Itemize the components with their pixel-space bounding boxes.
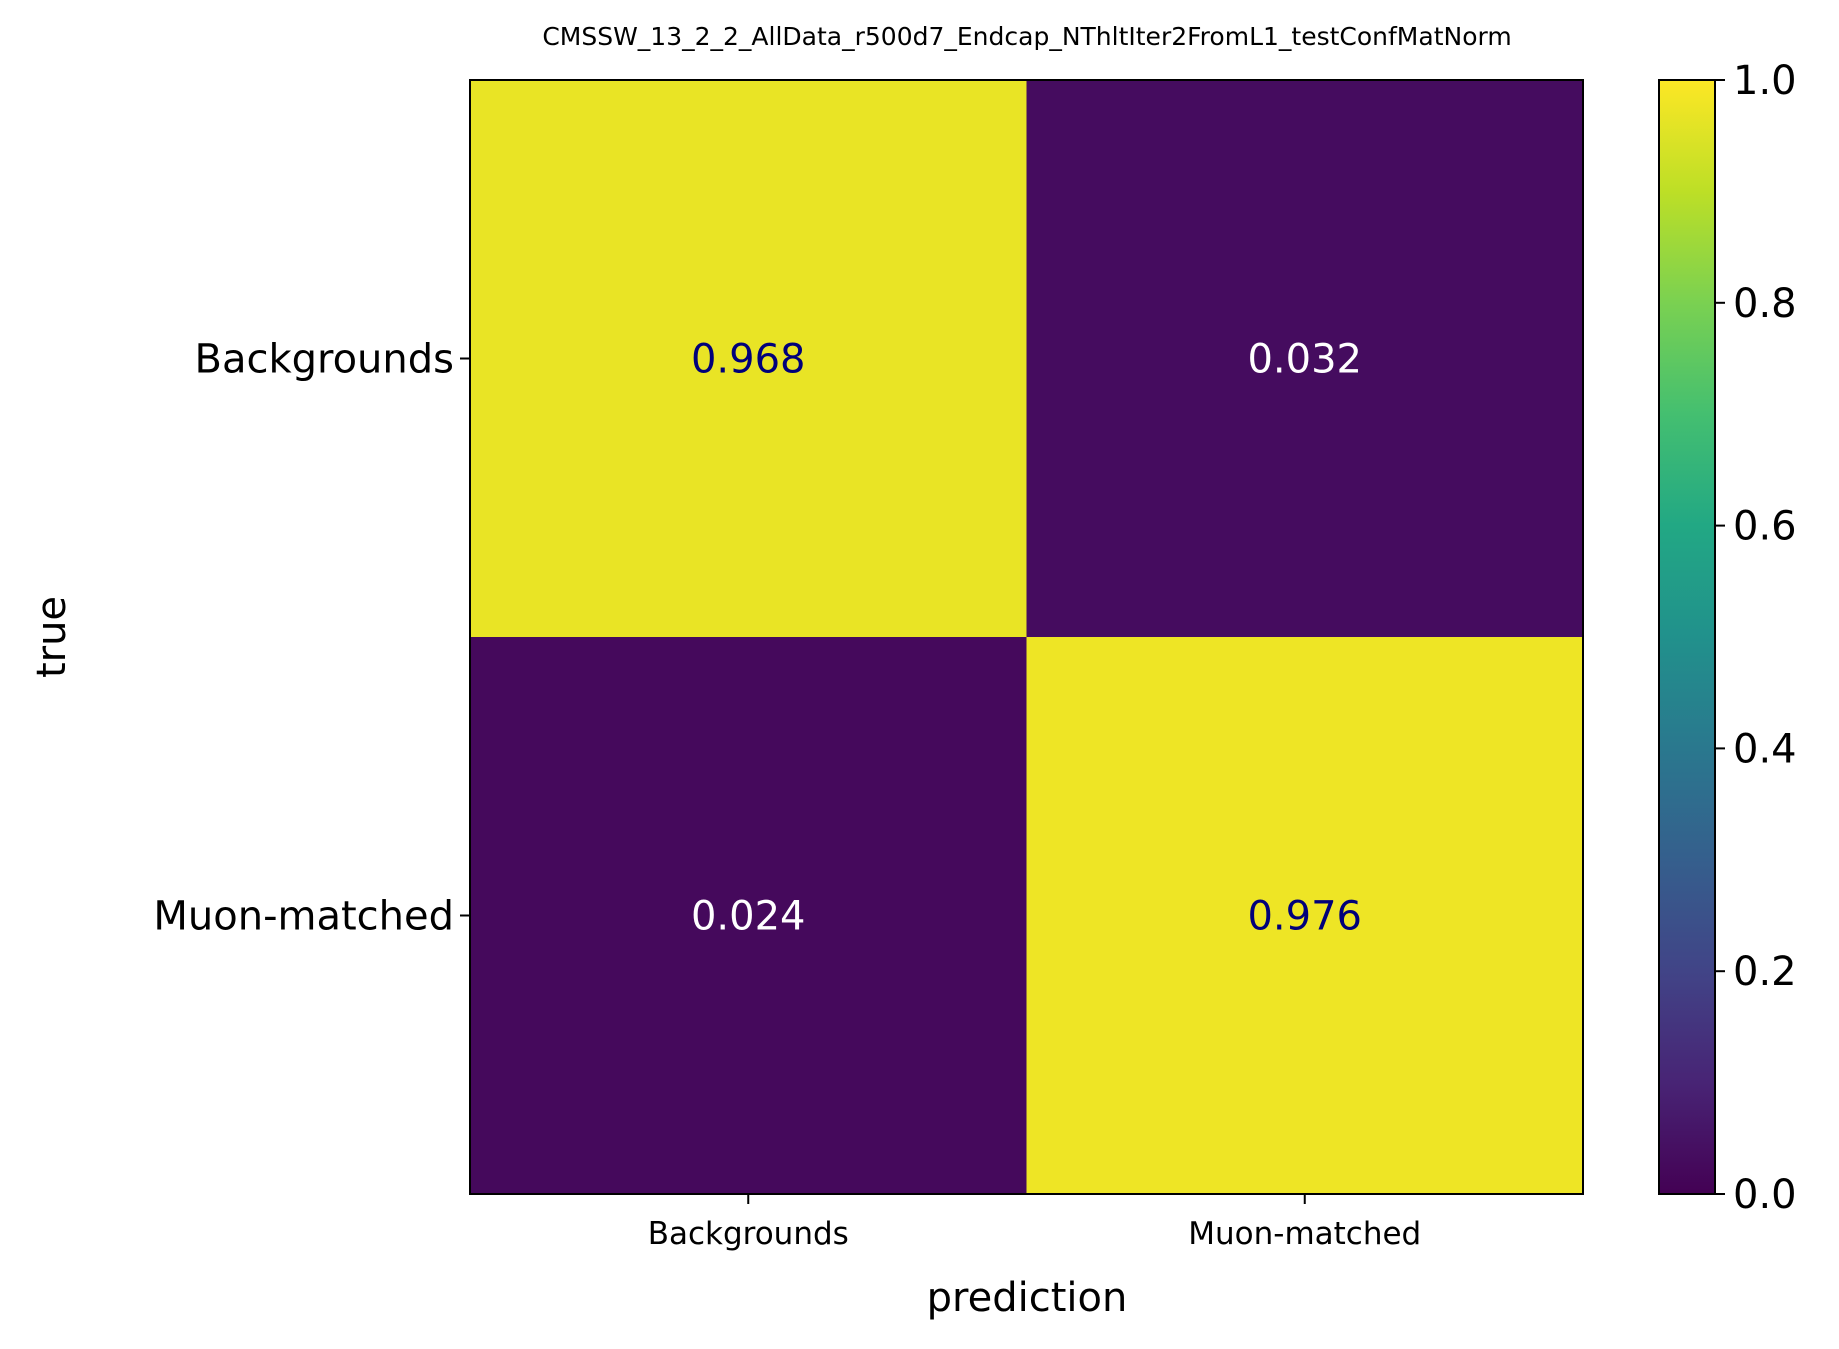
colorbar-tick-label: 1.0 xyxy=(1733,58,1797,104)
colorbar-tick-label: 0.0 xyxy=(1733,1172,1797,1218)
x-axis-label: prediction xyxy=(927,1275,1128,1321)
colorbar-tick-label: 0.6 xyxy=(1733,504,1797,550)
colorbar xyxy=(1658,79,1716,1195)
x-tick-label: Muon-matched xyxy=(1188,1216,1421,1252)
y-tick-label: Muon-matched xyxy=(153,894,454,940)
y-axis-label: true xyxy=(29,596,75,678)
chart-title: CMSSW_13_2_2_AllData_r500d7_Endcap_NThlt… xyxy=(542,22,1511,51)
heatmap-cell xyxy=(470,80,1027,638)
heatmap-cell-labels: 0.968 0.032 0.024 0.976 xyxy=(691,337,1362,940)
y-tick-label: Backgrounds xyxy=(195,337,454,383)
heatmap-cell xyxy=(470,637,1027,1195)
cell-value-label: 0.968 xyxy=(691,337,806,383)
y-axis-ticks: Backgrounds Muon-matched xyxy=(153,337,470,940)
heatmap-cell xyxy=(1026,637,1584,1195)
colorbar-tick-label: 0.8 xyxy=(1733,281,1797,327)
x-axis-ticks: Backgrounds Muon-matched xyxy=(648,1194,1421,1252)
colorbar-tick-label: 0.4 xyxy=(1733,726,1797,772)
cell-value-label: 0.976 xyxy=(1247,894,1362,940)
cell-value-label: 0.024 xyxy=(691,894,806,940)
heatmap-cell xyxy=(1026,80,1584,638)
colorbar-ticks: 0.0 0.2 0.4 0.6 0.8 1.0 xyxy=(1715,58,1797,1218)
heatmap-cells xyxy=(470,80,1584,1195)
x-tick-label: Backgrounds xyxy=(648,1216,849,1252)
plot-frame xyxy=(469,79,1584,1195)
cell-value-label: 0.032 xyxy=(1247,337,1362,383)
colorbar-tick-label: 0.2 xyxy=(1733,949,1797,995)
